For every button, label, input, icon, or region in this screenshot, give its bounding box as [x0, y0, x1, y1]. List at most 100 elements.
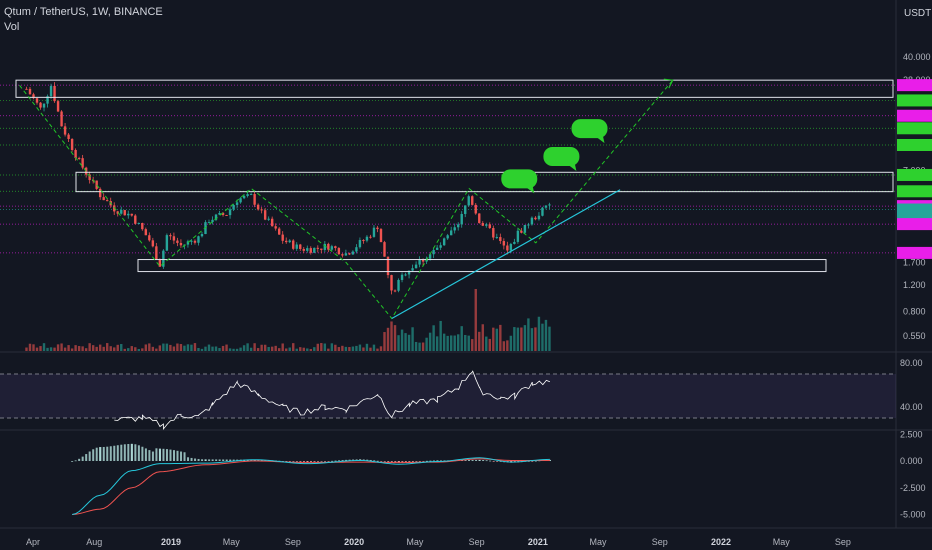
macd-histogram-bar — [211, 459, 214, 461]
volume-bar — [204, 346, 207, 351]
macd-histogram-bar — [141, 446, 144, 461]
macd-histogram-bar — [88, 451, 91, 461]
macd-histogram-bar — [113, 445, 116, 461]
macd-histogram-bar — [74, 460, 77, 462]
macd-histogram-bar — [383, 461, 386, 462]
price-tick-label: 40.000 — [903, 52, 931, 62]
candle-body — [471, 196, 474, 205]
volume-bar — [365, 343, 369, 351]
currency-label[interactable]: USDT — [904, 8, 932, 19]
candle-body — [218, 212, 221, 215]
macd-histogram-bar — [295, 461, 298, 462]
macd-histogram-bar — [376, 460, 379, 462]
volume-bar — [492, 327, 495, 351]
candle-body — [249, 194, 253, 196]
candle-body — [478, 213, 481, 224]
volume-bar — [369, 347, 372, 351]
volume-bar — [485, 336, 488, 351]
macd-histogram-bar — [215, 459, 218, 461]
candle-body — [67, 134, 70, 139]
macd-histogram-bar — [313, 461, 316, 462]
macd-histogram-bar — [197, 458, 200, 461]
candle-body — [523, 224, 527, 233]
macd-histogram-bar — [324, 461, 327, 462]
volume-bar — [127, 348, 130, 351]
macd-histogram-bar — [411, 461, 414, 462]
volume-bar — [263, 344, 267, 351]
candle-body — [527, 224, 530, 226]
macd-histogram-bar — [250, 459, 253, 461]
volume-bar — [509, 335, 513, 351]
candle-body — [537, 215, 541, 220]
macd-histogram-bar — [302, 461, 305, 463]
volume-bar — [211, 346, 214, 351]
target-bubble — [501, 169, 538, 189]
volume-bar — [63, 347, 67, 351]
volume-bar — [432, 325, 435, 351]
candle-body — [134, 215, 137, 224]
macd-histogram-bar — [394, 461, 397, 463]
candle-body — [56, 101, 60, 112]
candle-body — [70, 138, 74, 150]
macd-histogram-bar — [338, 460, 341, 462]
candle-body — [88, 174, 91, 181]
macd-histogram-bar — [478, 459, 481, 461]
volume-bar — [481, 324, 484, 351]
volume-bar — [169, 344, 172, 351]
candle-body — [365, 236, 369, 241]
volume-bar — [270, 346, 274, 351]
candle-body — [386, 256, 390, 276]
candle-body — [320, 248, 323, 250]
volume-bar — [513, 327, 516, 351]
macd-signal-line — [72, 458, 550, 515]
volume-bar — [516, 327, 520, 351]
candle-body — [299, 244, 302, 249]
volume-bar — [158, 345, 162, 351]
volume-bar — [193, 343, 197, 351]
candle-body — [404, 274, 407, 276]
candle-body — [502, 241, 506, 246]
macd-histogram-bar — [439, 460, 442, 462]
volume-bar — [327, 348, 330, 351]
candle-body — [348, 253, 351, 255]
price-axis-label — [897, 185, 932, 198]
volume-bar — [242, 345, 246, 351]
candle-body — [481, 223, 484, 226]
volume-bar — [372, 344, 376, 351]
macd-histogram-bar — [334, 460, 337, 462]
time-tick-label: Sep — [285, 537, 301, 547]
price-axis-label — [897, 246, 932, 259]
volume-bar — [277, 348, 281, 351]
volume-bar — [249, 347, 253, 351]
candle-body — [63, 126, 67, 135]
volume-bar — [285, 348, 288, 351]
candle-body — [53, 85, 56, 102]
macd-histogram-bar — [475, 459, 478, 461]
volume-bar — [442, 333, 446, 351]
volume-bar — [435, 336, 439, 351]
candle-body — [397, 279, 400, 291]
volume-bar — [355, 345, 358, 351]
volume-bar — [502, 341, 506, 351]
volume-bar — [478, 331, 481, 351]
volume-bar — [348, 347, 351, 351]
candle-body — [141, 222, 144, 230]
volume-bar — [520, 327, 523, 351]
volume-bar — [56, 344, 60, 351]
volume-bar — [84, 348, 88, 351]
volume-label: Vol — [4, 21, 20, 33]
candle-body — [495, 237, 499, 239]
volume-bar — [91, 345, 95, 351]
candle-body — [492, 228, 495, 238]
target-bubble — [571, 119, 608, 139]
candle-body — [190, 240, 193, 242]
volume-bar — [60, 343, 63, 351]
candle-body — [355, 247, 358, 252]
time-tick-label: May — [590, 537, 608, 547]
candle-body — [95, 180, 98, 189]
volume-bar — [176, 343, 179, 351]
macd-histogram-bar — [429, 460, 432, 462]
candle-body — [239, 198, 242, 203]
